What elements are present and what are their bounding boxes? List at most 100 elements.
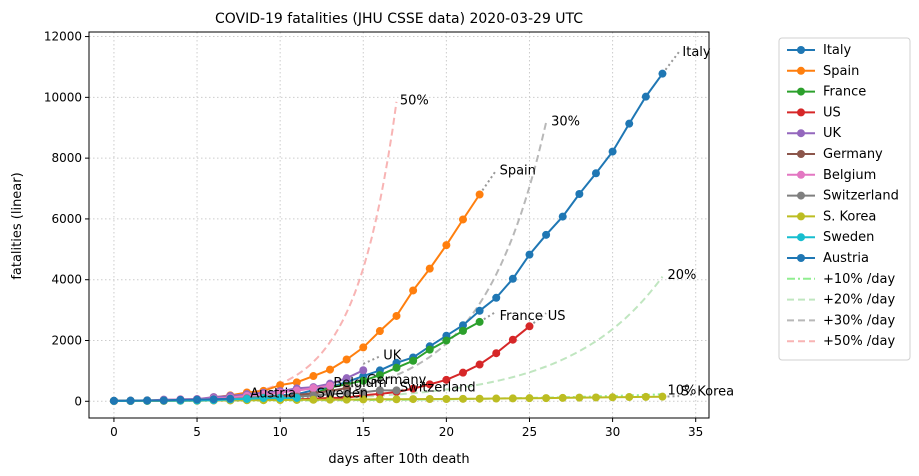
projection-line — [661, 51, 680, 75]
data-point — [608, 147, 617, 156]
data-point — [492, 293, 501, 302]
data-point — [425, 380, 434, 389]
legend-label: France — [823, 85, 866, 100]
data-point — [375, 327, 384, 336]
data-point — [658, 69, 667, 78]
data-point — [575, 189, 584, 198]
data-point — [359, 376, 368, 385]
legend-label: +10% /day — [823, 272, 896, 287]
legend-label: Italy — [823, 43, 852, 58]
data-point — [458, 326, 467, 335]
legend-marker — [797, 212, 805, 221]
series-lines — [109, 69, 667, 405]
data-point — [326, 381, 335, 390]
series-end-label: Italy — [682, 45, 711, 60]
chart-title: COVID-19 fatalities (JHU CSSE data) 2020… — [215, 11, 583, 27]
data-point — [375, 371, 384, 380]
data-point — [658, 392, 667, 401]
data-point — [342, 395, 351, 404]
legend-label: Switzerland — [823, 189, 899, 204]
data-point — [575, 393, 584, 402]
data-point — [375, 386, 384, 395]
data-point — [242, 394, 251, 403]
data-point — [442, 395, 451, 404]
x-tick-label: 30 — [605, 425, 620, 439]
data-point — [292, 378, 301, 387]
data-point — [342, 374, 351, 383]
data-point — [392, 311, 401, 320]
data-point — [143, 396, 152, 405]
series — [109, 190, 484, 405]
legend-label: Belgium — [823, 168, 876, 183]
plot-frame — [88, 31, 710, 419]
data-point — [442, 375, 451, 384]
series-end-label: S. Korea — [681, 384, 734, 399]
data-point — [442, 336, 451, 345]
legend-marker — [797, 191, 805, 200]
data-point — [309, 372, 318, 381]
data-point — [608, 393, 617, 402]
legend-marker — [797, 150, 805, 158]
legend-label: Austria — [823, 251, 869, 266]
data-point — [475, 317, 484, 326]
data-point — [226, 394, 235, 403]
data-point — [492, 349, 501, 358]
reference-label: 30% — [551, 115, 580, 130]
data-point — [409, 286, 418, 295]
data-point — [525, 394, 534, 403]
data-point — [442, 241, 451, 250]
data-point — [508, 274, 517, 283]
data-point — [409, 356, 418, 365]
y-tick-label: 4000 — [51, 273, 82, 287]
data-point — [309, 384, 318, 393]
x-tick-label: 10 — [273, 425, 288, 439]
data-point — [392, 386, 401, 395]
data-point — [591, 393, 600, 402]
data-point — [326, 395, 335, 404]
y-tick-label: 6000 — [51, 212, 82, 226]
reference-line — [113, 122, 548, 402]
data-point — [475, 306, 484, 315]
data-point — [558, 393, 567, 402]
data-point — [392, 395, 401, 404]
data-point — [359, 343, 368, 352]
data-point — [392, 363, 401, 372]
data-point — [359, 388, 368, 397]
legend-marker — [797, 87, 805, 96]
legend-label: +20% /day — [823, 293, 896, 308]
data-point — [209, 395, 218, 404]
data-point — [342, 355, 351, 364]
legend-label: Germany — [823, 147, 883, 162]
legend-marker — [797, 170, 805, 179]
series-end-label: Sweden — [317, 387, 368, 402]
legend-marker — [797, 66, 805, 75]
series-end-label: Belgium — [333, 376, 386, 391]
data-point — [159, 396, 168, 405]
legend-label: Spain — [823, 64, 859, 79]
data-point — [625, 393, 634, 402]
y-tick-label: 8000 — [51, 151, 82, 165]
data-point — [292, 386, 301, 395]
x-tick-label: 20 — [439, 425, 454, 439]
data-point — [458, 368, 467, 377]
data-point — [409, 395, 418, 404]
data-point — [109, 396, 118, 405]
reference-label: 20% — [667, 268, 696, 283]
series — [109, 394, 235, 405]
data-point — [126, 396, 135, 405]
data-point — [542, 394, 551, 403]
data-point — [359, 395, 368, 404]
data-point — [508, 335, 517, 344]
legend-box — [778, 37, 911, 361]
data-point — [641, 92, 650, 101]
data-point — [542, 230, 551, 239]
y-tick-label: 12000 — [44, 30, 82, 44]
y-axis-label: fatalities (linear) — [10, 172, 25, 279]
data-point — [425, 345, 434, 354]
data-point — [276, 394, 285, 403]
data-point — [475, 190, 484, 199]
data-point — [342, 389, 351, 398]
x-axis-ticks: 0 5 10 15 20 25 30 35 — [110, 418, 703, 439]
data-point — [458, 394, 467, 403]
